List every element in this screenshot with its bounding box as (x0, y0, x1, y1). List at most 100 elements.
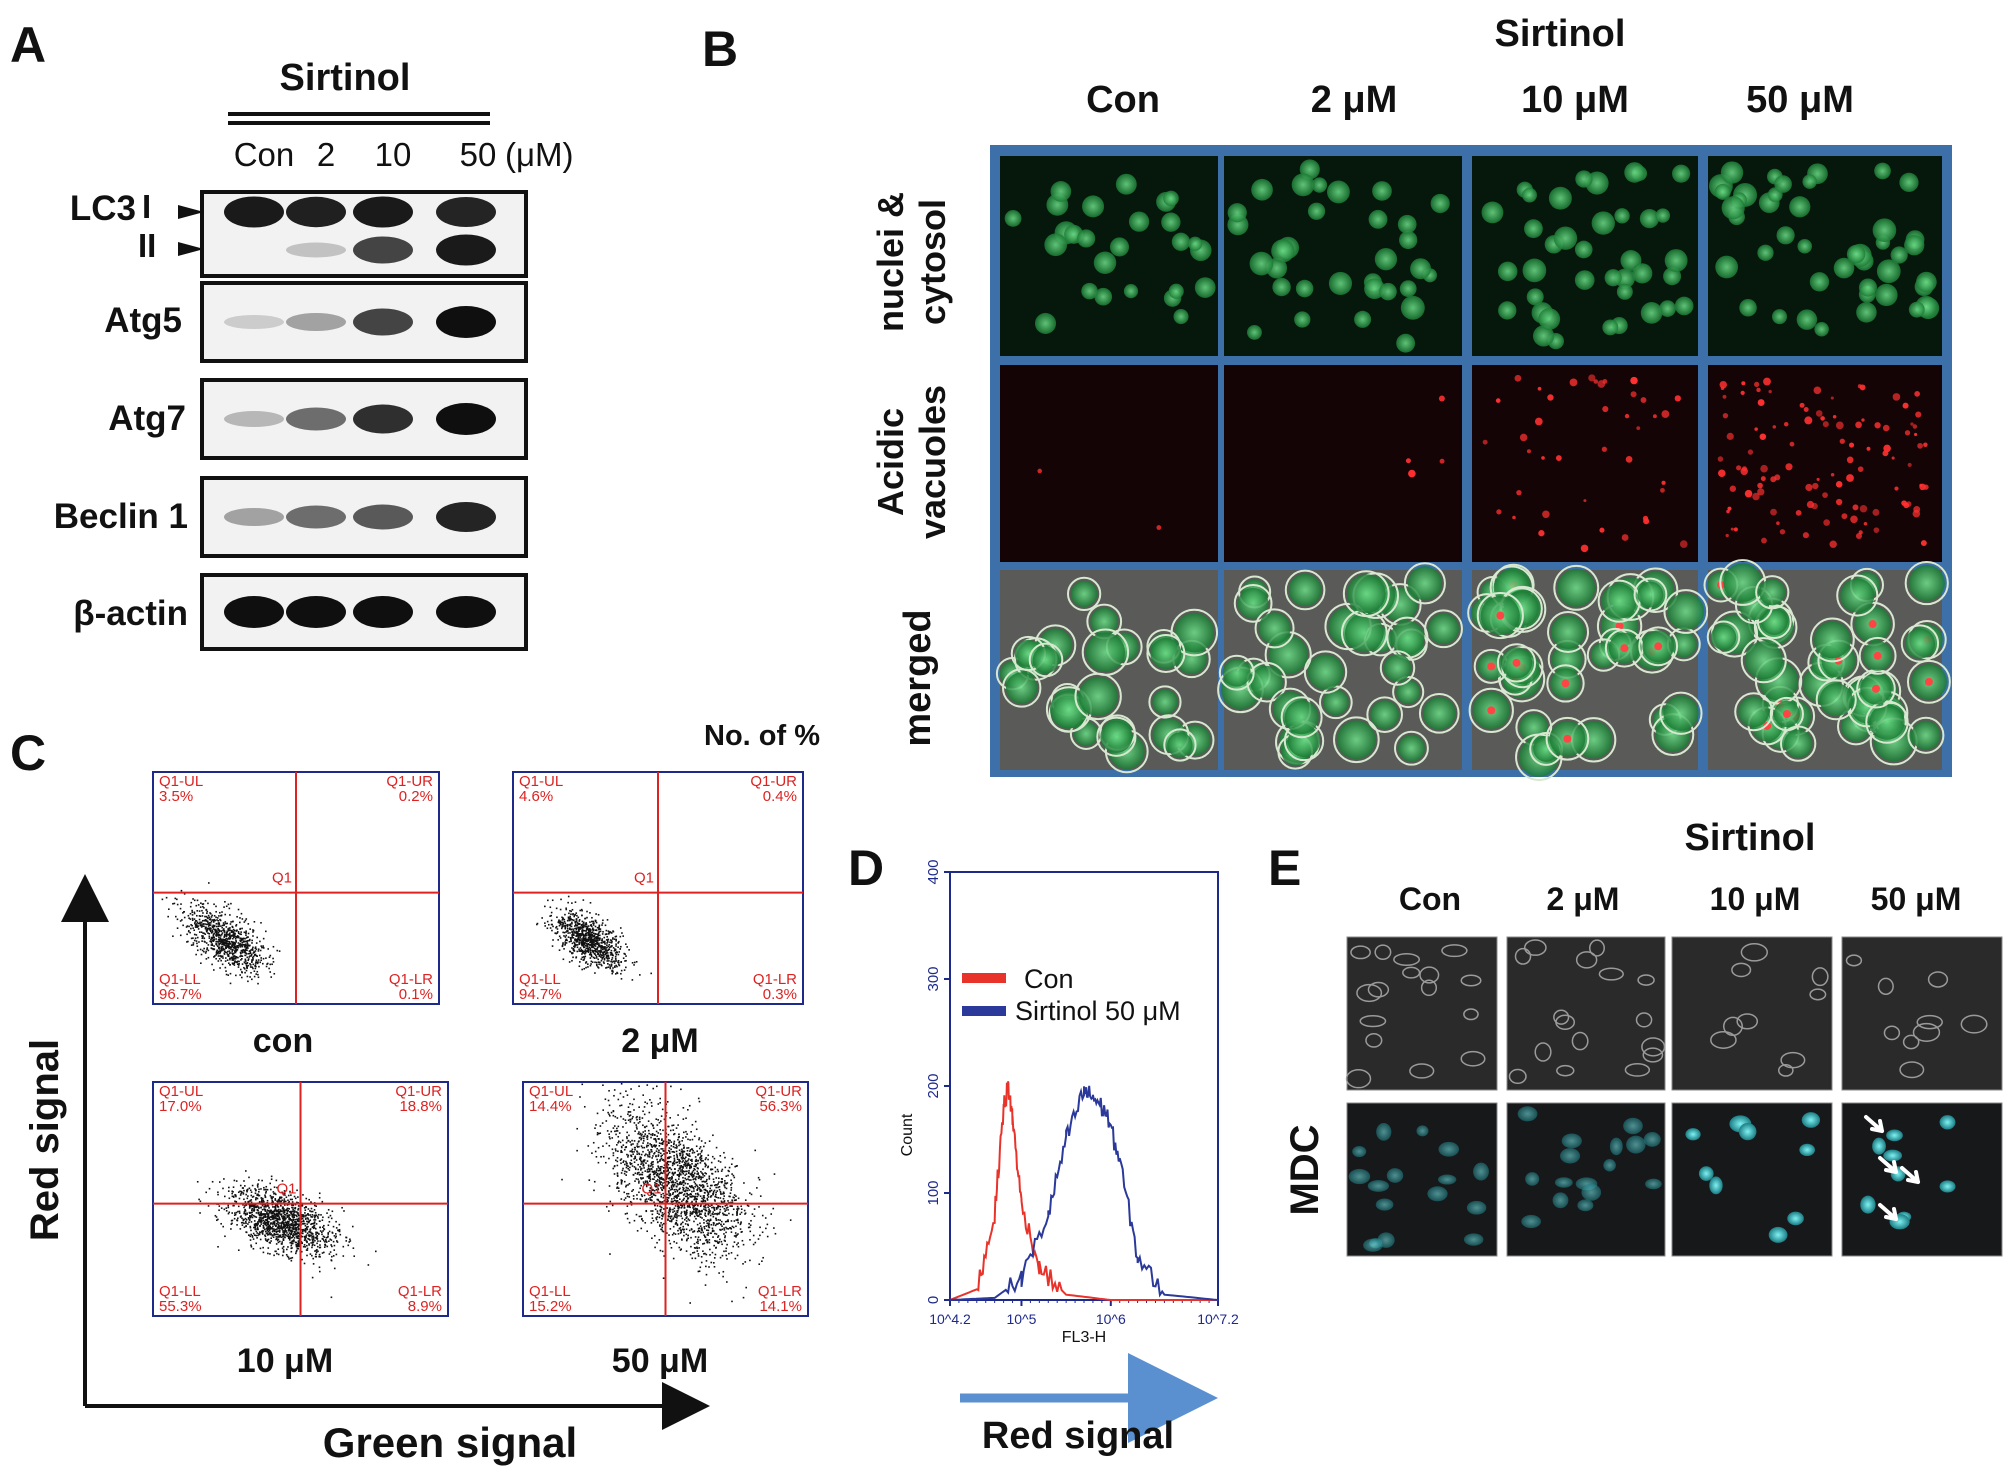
event-dot (218, 946, 220, 949)
event-dot (196, 924, 198, 927)
event-dot (311, 1232, 313, 1234)
event-dot (562, 958, 565, 961)
event-dot (231, 952, 233, 954)
event-dot (703, 1206, 706, 1208)
cell (1551, 614, 1586, 649)
event-dot (195, 904, 198, 907)
event-dot (246, 1213, 248, 1216)
cell (1757, 244, 1774, 261)
event-dot (306, 1240, 308, 1243)
event-dot (188, 917, 190, 920)
event-dot (698, 1230, 701, 1233)
event-dot (217, 919, 220, 922)
event-dot (619, 1141, 622, 1144)
quadrant-ll-value: 94.7% (519, 986, 562, 1003)
event-dot (693, 1188, 695, 1190)
event-dot (609, 951, 612, 954)
event-dot (306, 1223, 309, 1225)
event-dot (274, 1228, 277, 1231)
event-dot (232, 962, 234, 965)
event-dot (254, 946, 257, 948)
event-dot (312, 1257, 315, 1260)
event-dot (268, 1220, 270, 1223)
event-dot (614, 973, 617, 975)
event-dot (291, 1214, 294, 1217)
event-dot (679, 1204, 682, 1206)
event-dot (621, 1139, 624, 1142)
event-dot (602, 1109, 605, 1111)
event-dot (673, 1143, 675, 1146)
event-dot (286, 1204, 289, 1206)
event-dot (662, 1140, 665, 1143)
cell (1797, 238, 1813, 254)
event-dot (318, 1253, 321, 1256)
event-dot (646, 1154, 649, 1156)
event-dot (611, 953, 614, 956)
event-dot (659, 1210, 662, 1213)
red-vacuole (1835, 481, 1843, 488)
cell (1307, 654, 1344, 690)
event-dot (278, 1217, 281, 1220)
event-dot (244, 951, 247, 954)
event-dot (219, 919, 222, 922)
event-dot (268, 1232, 271, 1235)
event-dot (319, 1270, 321, 1273)
event-dot (220, 914, 223, 917)
event-dot (318, 1196, 321, 1199)
event-dot (627, 1167, 629, 1170)
event-dot (210, 947, 213, 949)
event-dot (281, 1215, 283, 1218)
event-dot (606, 1130, 609, 1132)
event-dot (577, 937, 579, 940)
event-dot (241, 945, 243, 948)
event-dot (195, 934, 198, 936)
event-dot (263, 1221, 266, 1223)
event-dot (281, 1254, 284, 1257)
event-dot (647, 1198, 650, 1200)
event-dot (219, 967, 221, 969)
event-dot (585, 961, 588, 963)
event-dot (640, 1169, 642, 1171)
event-dot (280, 1197, 282, 1199)
event-dot (297, 1209, 299, 1211)
event-dot (603, 962, 605, 965)
event-dot (250, 1233, 252, 1236)
event-dot (268, 1224, 271, 1227)
event-dot (288, 1227, 291, 1230)
cell (1904, 235, 1925, 256)
event-dot (276, 1210, 279, 1213)
event-dot (265, 1239, 267, 1242)
event-dot (256, 1205, 259, 1207)
event-dot (275, 1236, 278, 1238)
event-dot (262, 1224, 265, 1227)
event-dot (577, 923, 579, 926)
event-dot (625, 1141, 628, 1144)
event-dot (587, 925, 590, 927)
blot-band (286, 407, 346, 431)
event-dot (594, 972, 596, 974)
cell (1813, 621, 1851, 659)
red-vacuole (1620, 644, 1629, 653)
event-dot (672, 1161, 675, 1164)
quadrant-ur-value: 0.4% (763, 788, 797, 805)
event-dot (252, 931, 254, 933)
event-dot (565, 908, 568, 911)
dot-plot-caption: 10 μM (237, 1342, 333, 1380)
event-dot (657, 1154, 660, 1156)
event-dot (244, 1214, 247, 1216)
red-vacuole (1861, 418, 1865, 422)
event-dot (306, 1232, 309, 1235)
event-dot (223, 933, 226, 936)
event-dot (594, 943, 596, 946)
event-dot (213, 914, 216, 917)
event-dot (640, 1178, 643, 1180)
event-dot (324, 1238, 327, 1241)
event-dot (274, 1233, 277, 1236)
event-dot (577, 933, 579, 935)
event-dot (646, 1102, 649, 1105)
event-dot (218, 923, 221, 926)
event-dot (672, 1150, 675, 1153)
event-dot (327, 1232, 330, 1234)
event-dot (285, 1222, 288, 1225)
